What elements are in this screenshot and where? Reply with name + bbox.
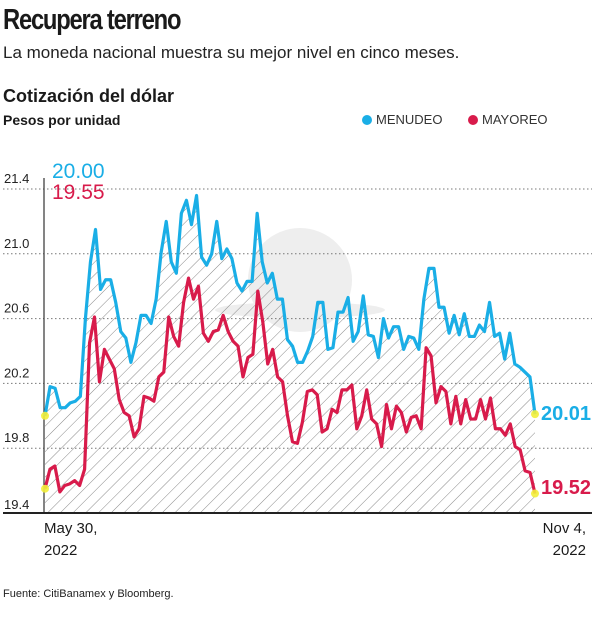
start-marker-mayoreo [41,484,49,493]
legend-swatch-menudeo [362,115,372,125]
page-subtitle: La moneda nacional muestra su mejor nive… [3,43,460,62]
start-label-mayoreo: 19.55 [52,181,105,204]
x-label-start-date: May 30, [44,520,98,537]
x-label-start: May 30, 2022 [44,518,97,562]
legend-label: MENUDEO [376,112,443,127]
legend-item-menudeo: MENUDEO [362,112,442,127]
end-label-mayoreo: 19.52 [541,477,591,499]
chart-title: Cotización del dólar [3,86,175,106]
y-tick-label: 19.4 [4,497,29,512]
end-label-menudeo: 20.01 [541,403,591,425]
y-tick-label: 21.0 [4,236,29,251]
end-marker-menudeo [531,410,539,419]
hatched-area [45,195,535,514]
x-label-end-year: 2022 [552,542,586,559]
legend-label: MAYOREO [482,112,548,127]
series-line-menudeo [43,193,537,417]
x-label-end: Nov 4, 2022 [543,518,586,562]
source-note: Fuente: CitiBanamex y Bloomberg. [3,588,174,600]
series-line-mayoreo [43,276,537,494]
y-tick-label: 21.4 [4,171,29,186]
y-axis-label: Pesos por unidad [3,112,121,128]
start-label-menudeo: 20.00 [52,160,105,183]
page-title: Recupera terreno [3,4,181,36]
y-tick-label: 20.2 [4,365,29,380]
y-tick-label: 19.8 [4,430,29,445]
legend-swatch-mayoreo [468,115,478,125]
end-marker-mayoreo [531,489,539,498]
legend-item-mayoreo: MAYOREO [468,112,548,127]
y-tick-label: 20.6 [4,301,29,316]
start-marker-menudeo [41,411,49,420]
x-label-start-year: 2022 [44,542,78,559]
x-label-end-date: Nov 4, [542,520,586,537]
